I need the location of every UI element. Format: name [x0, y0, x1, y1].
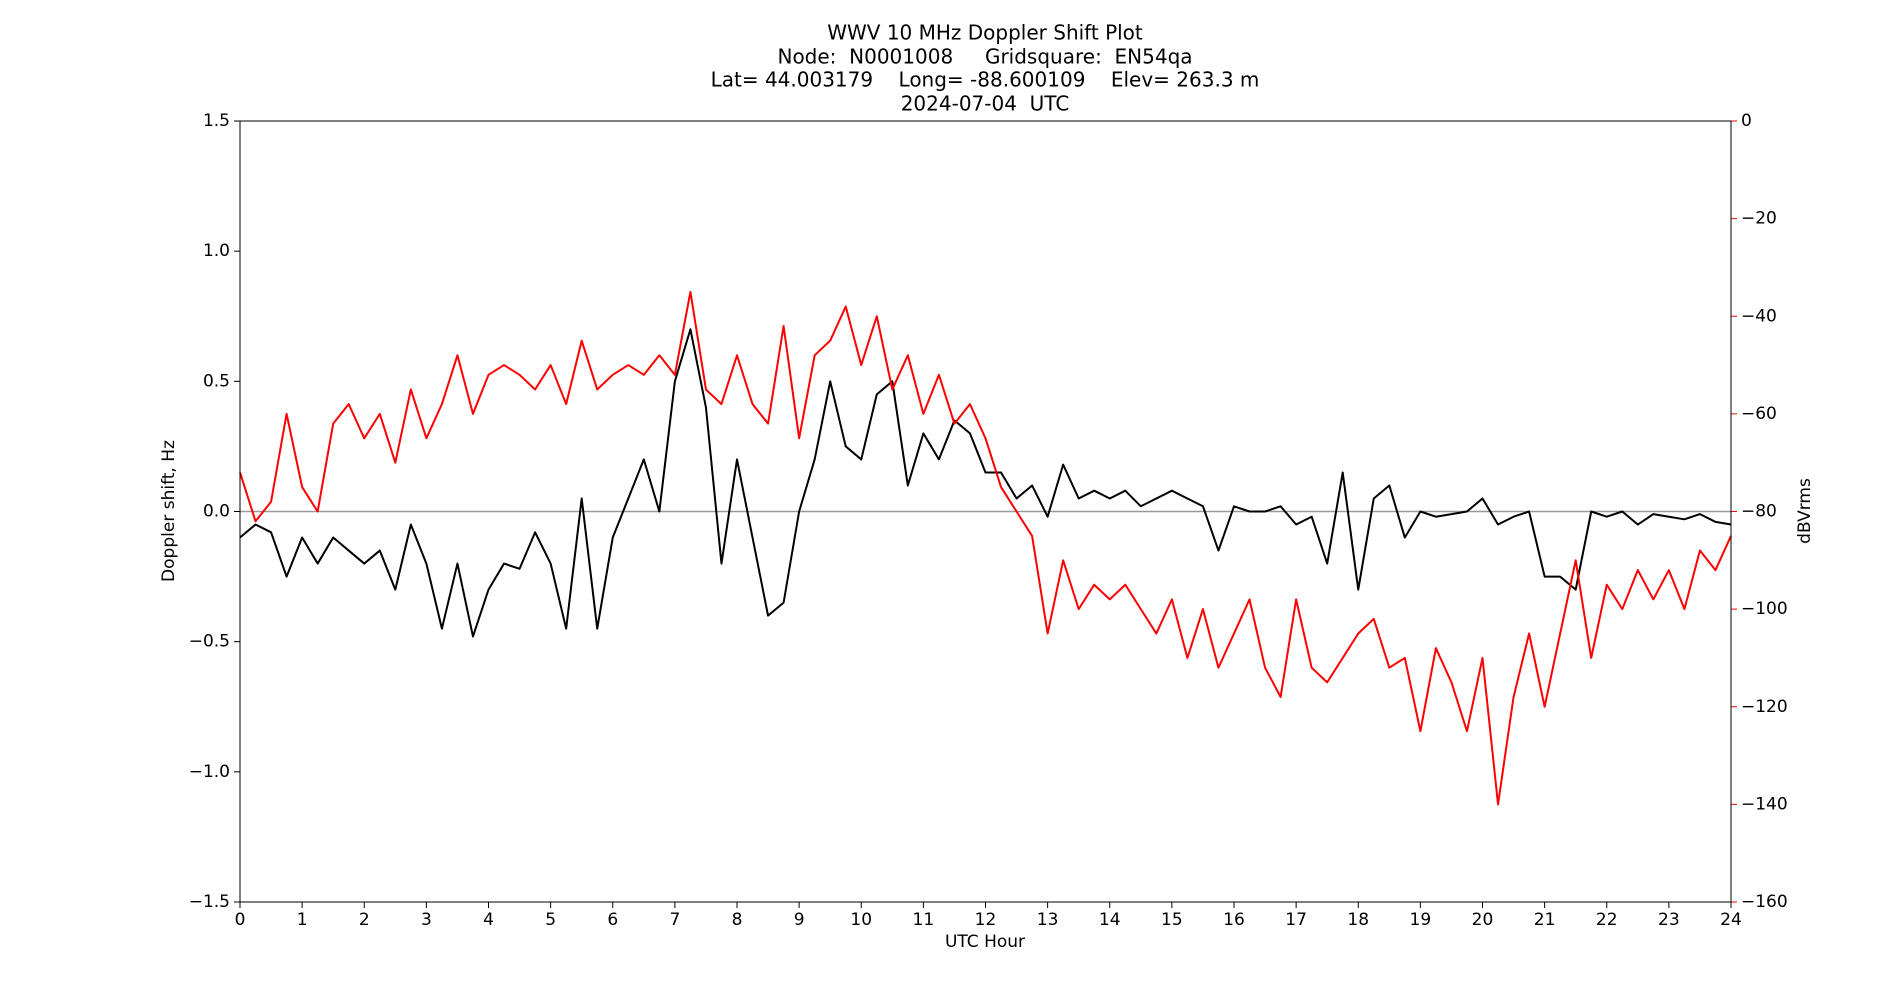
- y2-tick-label: −120: [1741, 697, 1788, 717]
- y2-tick-label: −140: [1741, 794, 1788, 814]
- x-tick-label: 21: [1534, 910, 1556, 930]
- x-tick-label: 17: [1285, 910, 1307, 930]
- y2-tick-label: −160: [1741, 892, 1788, 912]
- y2-tick-label: −20: [1741, 209, 1777, 229]
- y2-tick-label: −40: [1741, 306, 1777, 326]
- x-tick-label: 18: [1347, 910, 1369, 930]
- x-tick-label: 19: [1410, 910, 1432, 930]
- x-tick-label: 2: [359, 910, 370, 930]
- x-tick-label: 3: [421, 910, 432, 930]
- plot-frame: [239, 120, 1732, 903]
- data-line: [239, 328, 1732, 638]
- x-tick-label: 7: [669, 910, 680, 930]
- chart-title: WWV 10 MHz Doppler Shift Plot: [827, 21, 1143, 45]
- x-tick-label: 13: [1037, 910, 1059, 930]
- y-tick-label: −1.0: [189, 762, 230, 782]
- x-tick-label: 20: [1472, 910, 1494, 930]
- x-tick-label: 14: [1099, 910, 1121, 930]
- y-axis-label: Doppler shift, Hz: [159, 440, 179, 582]
- y2-tick-label: −100: [1741, 599, 1788, 619]
- chart-subtitle: Lat= 44.003179 Long= -88.600109 Elev= 26…: [711, 68, 1260, 92]
- x-tick-label: 22: [1596, 910, 1618, 930]
- x-tick-label: 23: [1658, 910, 1680, 930]
- y2-tick-label: −80: [1741, 502, 1777, 522]
- x-tick-label: 24: [1720, 910, 1742, 930]
- y2-axis-label: dBVrms: [1795, 478, 1815, 544]
- y-tick-label: −1.5: [189, 892, 230, 912]
- y-tick-label: 1.0: [203, 241, 230, 261]
- y-tick-label: 0.5: [203, 371, 230, 391]
- x-tick-label: 15: [1161, 910, 1183, 930]
- x-tick-label: 16: [1223, 910, 1245, 930]
- y2-tick-label: 0: [1741, 111, 1752, 131]
- x-tick-label: 4: [483, 910, 494, 930]
- x-tick-label: 12: [975, 910, 997, 930]
- y-tick-label: 1.5: [203, 111, 230, 131]
- x-tick-label: 8: [732, 910, 743, 930]
- x-tick-label: 0: [235, 910, 246, 930]
- x-tick-label: 6: [607, 910, 618, 930]
- x-tick-label: 9: [794, 910, 805, 930]
- x-tick-label: 5: [545, 910, 556, 930]
- y-tick-label: 0.0: [203, 502, 230, 522]
- data-line: [239, 290, 1732, 806]
- y-tick-label: −0.5: [189, 632, 230, 652]
- x-tick-label: 1: [297, 910, 308, 930]
- y2-tick-label: −60: [1741, 404, 1777, 424]
- x-axis-label: UTC Hour: [945, 932, 1025, 952]
- x-tick-label: 11: [913, 910, 935, 930]
- chart-subtitle: 2024-07-04 UTC: [901, 92, 1070, 116]
- x-tick-label: 10: [850, 910, 872, 930]
- chart-subtitle: Node: N0001008 Gridsquare: EN54qa: [777, 45, 1192, 69]
